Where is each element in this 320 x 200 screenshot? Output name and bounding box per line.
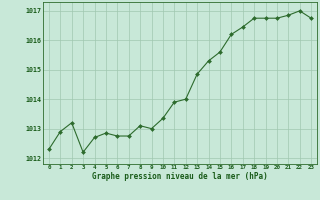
X-axis label: Graphe pression niveau de la mer (hPa): Graphe pression niveau de la mer (hPa): [92, 172, 268, 181]
